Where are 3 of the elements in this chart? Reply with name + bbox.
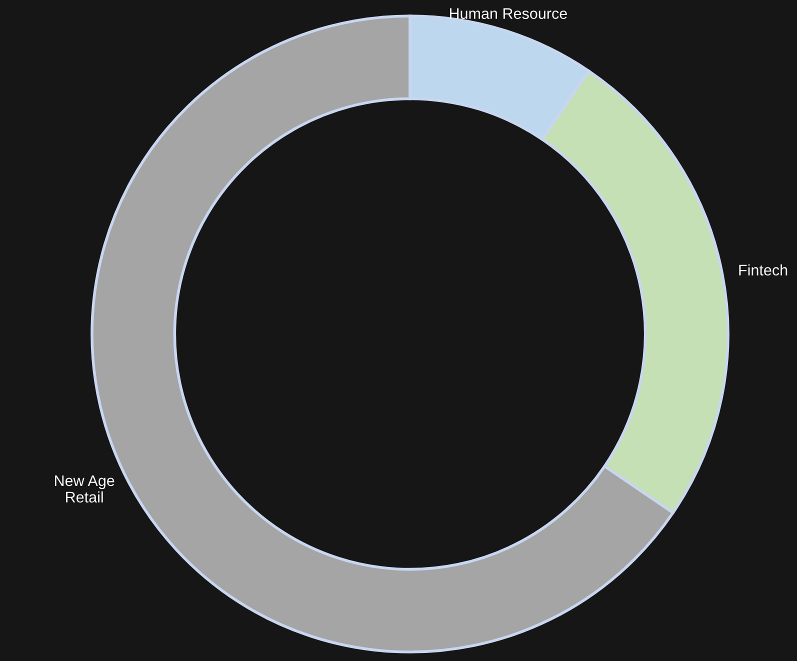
slice-label: Fintech bbox=[739, 264, 788, 276]
slice-label: Human Resource bbox=[450, 8, 567, 19]
slice-label: New Age Retail bbox=[55, 475, 114, 503]
